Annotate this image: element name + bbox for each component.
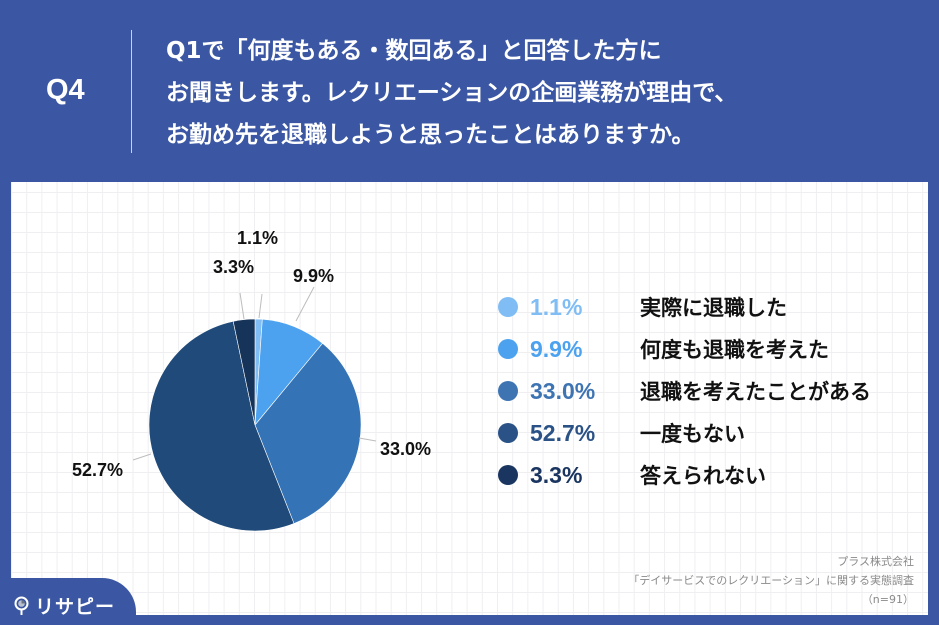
question-line-1: Q1で「何度もある・数回ある」と回答した方に <box>166 38 662 64</box>
pie-label-1: 1.1% <box>237 228 279 248</box>
pie-label-4: 52.7% <box>72 460 124 480</box>
leader-line <box>358 437 377 442</box>
question-line-2: お聞きします。レクリエーションの企画業務が理由で、 <box>166 80 738 106</box>
legend: 1.1% 実際に退職した 9.9% 何度も退職を考えた 33.0% 退職を考えた… <box>498 286 871 496</box>
brand-logo: リサピー <box>14 592 115 619</box>
brand-tab: リサピー <box>0 578 136 625</box>
source-company: プラス株式会社 <box>837 555 914 568</box>
legend-item: 1.1% 実際に退職した <box>498 286 871 328</box>
legend-percent: 33.0% <box>530 377 596 404</box>
pie-slice <box>232 318 256 426</box>
leader-line <box>239 292 245 320</box>
leader-line <box>258 293 263 319</box>
legend-percent: 3.3% <box>530 461 583 488</box>
pie-slice <box>148 320 295 532</box>
legend-dot-icon <box>498 297 518 317</box>
header: Q4 Q1で「何度もある・数回ある」と回答した方に お聞きします。レクリエーショ… <box>0 0 939 182</box>
pie-slice <box>254 342 362 524</box>
legend-label: 答えられない <box>640 464 766 488</box>
legend-percent: 1.1% <box>530 293 583 320</box>
source-survey: 「デイサービスでのレクリエーション」に関する実態調査 <box>628 574 914 587</box>
header-divider <box>131 30 132 153</box>
leader-line <box>295 286 315 322</box>
brand-name: リサピー <box>35 596 116 618</box>
legend-label: 何度も退職を考えた <box>640 338 829 362</box>
leader-line <box>132 453 152 461</box>
question-text: Q1で「何度もある・数回ある」と回答した方に お聞きします。レクリエーションの企… <box>166 30 737 156</box>
question-number: Q4 <box>46 74 85 106</box>
legend-item: 9.9% 何度も退職を考えた <box>498 328 871 370</box>
pie-label-5: 3.3% <box>213 257 255 277</box>
legend-item: 33.0% 退職を考えたことがある <box>498 370 871 412</box>
legend-label: 実際に退職した <box>640 296 787 320</box>
source-sample: （n=91） <box>861 593 914 606</box>
pie-label-3: 33.0% <box>380 439 432 459</box>
legend-dot-icon <box>498 339 518 359</box>
legend-dot-icon <box>498 423 518 443</box>
legend-label: 退職を考えたことがある <box>640 380 871 404</box>
legend-label: 一度もない <box>640 422 745 446</box>
legend-item: 52.7% 一度もない <box>498 412 871 454</box>
chart-panel: 1.1% 9.9% 33.0% 52.7% 3.3% 1.1% 実際に退職した … <box>11 182 928 615</box>
legend-dot-icon <box>498 465 518 485</box>
map-pin-icon <box>14 596 29 615</box>
pie-label-2: 9.9% <box>293 266 335 286</box>
pie-chart <box>132 286 377 532</box>
legend-percent: 9.9% <box>530 335 583 362</box>
source-note: プラス株式会社 「デイサービスでのレクリエーション」に関する実態調査 （n=91… <box>628 552 914 609</box>
legend-item: 3.3% 答えられない <box>498 454 871 496</box>
legend-dot-icon <box>498 381 518 401</box>
question-line-3: お勤め先を退職しようと思ったことはありますか。 <box>166 122 695 148</box>
legend-percent: 52.7% <box>530 419 596 446</box>
